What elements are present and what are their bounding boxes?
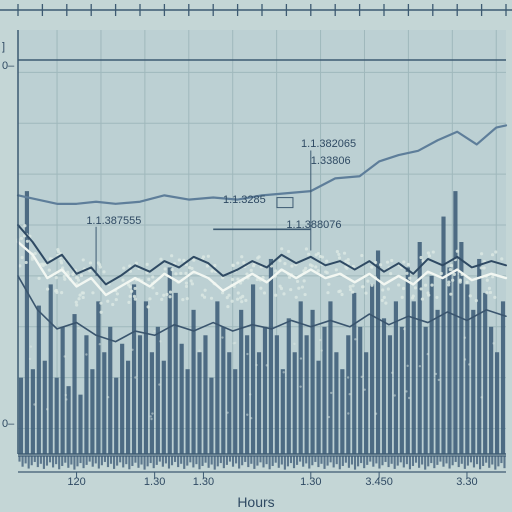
x-tick: 1.30 xyxy=(300,476,321,488)
x-tick: 1.30 xyxy=(144,476,165,488)
x-tick: 3.450 xyxy=(365,476,393,488)
y-mark: ] xyxy=(2,41,5,53)
x-tick: 1.30 xyxy=(193,476,214,488)
x-tick: 120 xyxy=(67,476,85,488)
x-axis-label: Hours xyxy=(0,494,512,510)
y-tick: 0– xyxy=(2,60,14,72)
chart-svg xyxy=(0,0,512,512)
y-tick: 0– xyxy=(2,418,14,430)
price-chart: 1201.301.301.303.4503.300–0–]1.1.3875551… xyxy=(0,0,512,512)
x-tick: 3.30 xyxy=(456,476,477,488)
